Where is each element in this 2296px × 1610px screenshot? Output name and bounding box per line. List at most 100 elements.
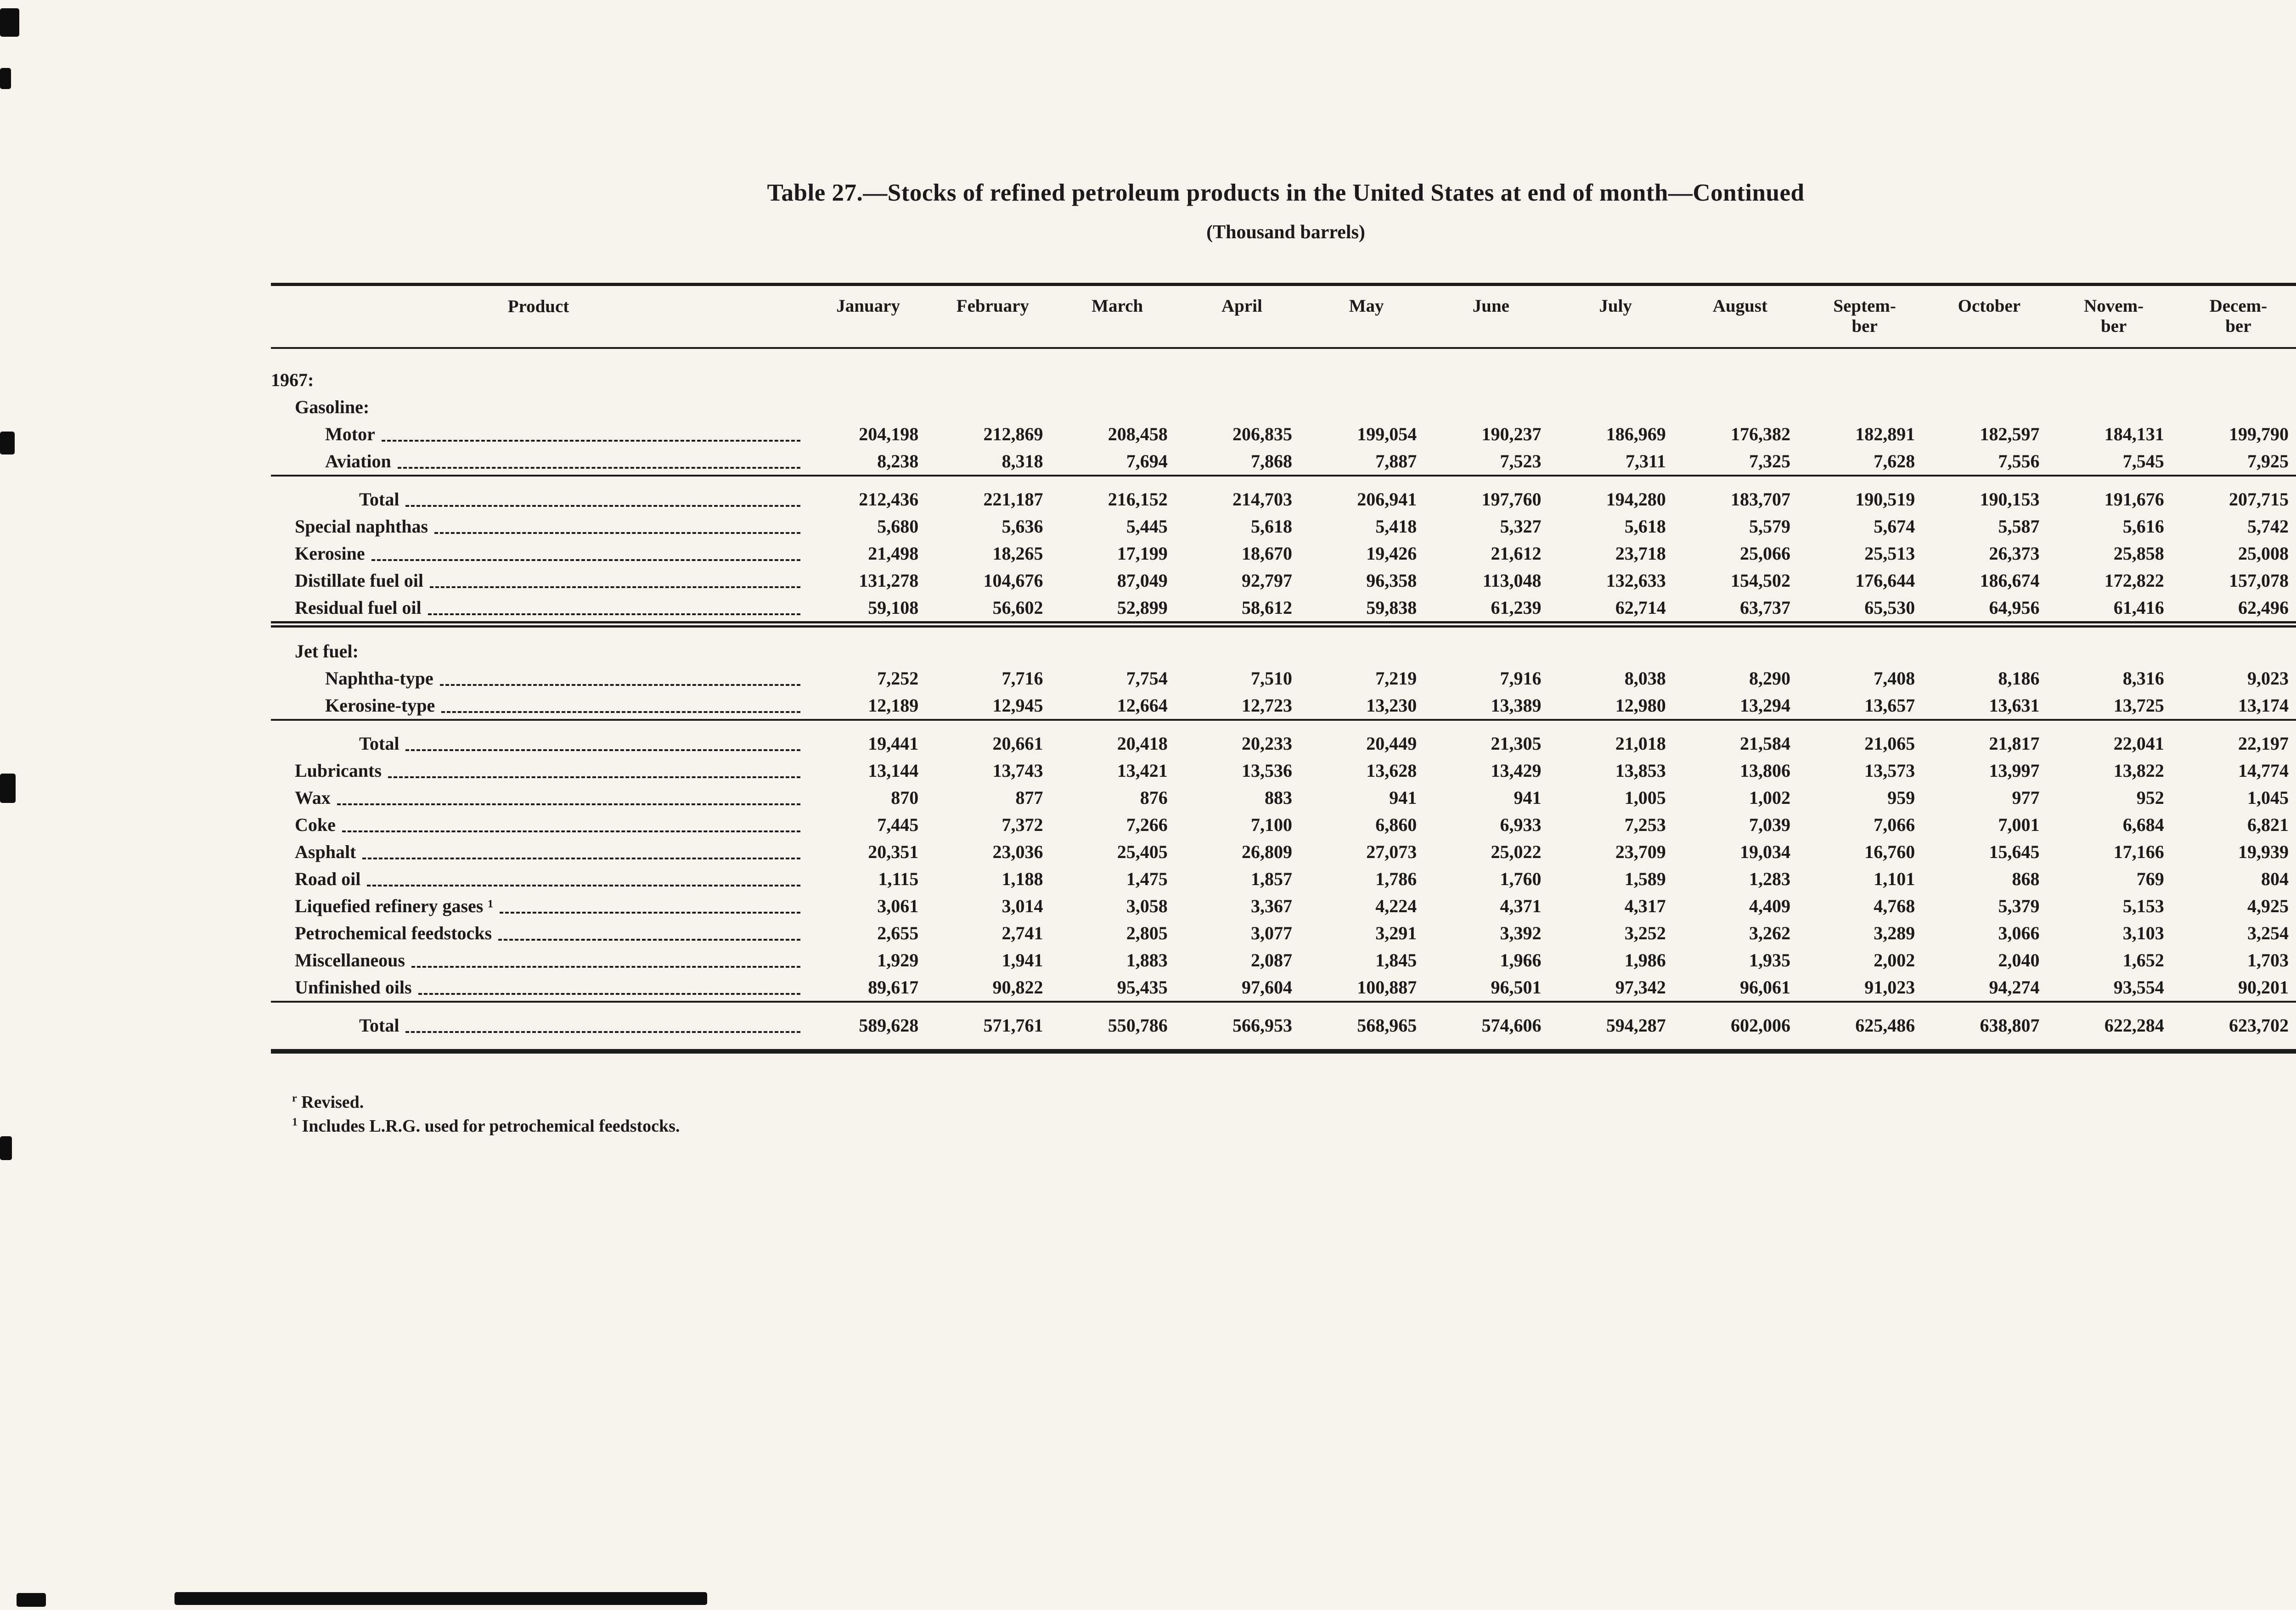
value-cell: 91,023 <box>1864 977 1915 998</box>
value-cell: 19,034 <box>1740 841 1790 863</box>
value-cell: 622,284 <box>2051 1001 2176 1054</box>
value-cell <box>806 621 931 665</box>
value-cell: 6,860 <box>1375 814 1417 836</box>
table-row: Road oil 1,115 1,188 1,475 1,857 1,786 1,760 1,… <box>271 865 2296 892</box>
value-cell: 23,709 <box>1615 841 1666 863</box>
product-cell: Kerosine <box>271 540 806 567</box>
value-cell: 5,742 <box>2247 516 2289 537</box>
value-cell: 1,760 <box>1500 869 1542 890</box>
value-cell: 176,644 <box>1855 570 1915 591</box>
value-cell: 25,858 <box>2113 543 2164 564</box>
month-column-header: April <box>1179 283 1304 349</box>
value-cell: 5,618 <box>1251 516 1292 537</box>
month-column-header: Septem- ber <box>1802 283 1927 349</box>
value-cell: 90,201 <box>2238 977 2289 998</box>
value-cell: 876 <box>1140 787 1168 808</box>
value-cell: 131,278 <box>859 570 919 591</box>
value-cell <box>2052 348 2176 393</box>
product-cell: Lubricants <box>271 757 806 784</box>
product-cell: Liquefied refinery gases ¹ <box>271 892 806 920</box>
value-cell <box>1677 621 1802 665</box>
footnote-text: Includes L.R.G. used for petrochemical f… <box>302 1116 680 1136</box>
value-cell: 13,294 <box>1740 695 1790 716</box>
value-cell: 5,674 <box>1874 516 1915 537</box>
value-cell: 3,014 <box>1002 896 1043 917</box>
value-cell: 12,945 <box>992 695 1043 716</box>
value-cell: 212,436 <box>806 475 931 513</box>
value-cell: 3,061 <box>877 896 919 917</box>
value-cell: 4,409 <box>1749 896 1790 917</box>
value-cell: 59,838 <box>1366 597 1417 618</box>
product-cell: Total <box>271 475 806 513</box>
value-cell: 5,418 <box>1375 516 1417 537</box>
value-cell: 27,073 <box>1366 841 1417 863</box>
product-column-header: Product <box>271 283 806 349</box>
value-cell: 13,536 <box>1242 760 1292 781</box>
value-cell: 90,822 <box>992 977 1043 998</box>
value-cell: 3,103 <box>2122 923 2164 944</box>
value-cell: 8,186 <box>1998 668 2040 689</box>
value-cell: 20,661 <box>930 719 1055 757</box>
dash-leader <box>441 711 800 713</box>
table-row: Asphalt 20,351 23,036 25,405 26,809 27,073 25,… <box>271 838 2296 865</box>
value-cell: 5,636 <box>1002 516 1043 537</box>
footnote-lrg: 1 Includes L.R.G. used for petrochemical… <box>292 1116 2296 1136</box>
value-cell <box>1429 621 1553 665</box>
value-cell: 20,449 <box>1304 719 1429 757</box>
product-cell: Naphtha-type <box>271 665 806 692</box>
value-cell: 61,239 <box>1491 597 1542 618</box>
value-cell: 214,703 <box>1179 475 1304 513</box>
value-cell: 199,790 <box>2229 424 2289 445</box>
value-cell: 959 <box>1887 787 1915 808</box>
table-row: Miscellaneous 1,929 1,941 1,883 2,087 1,845 1,… <box>271 947 2296 974</box>
product-label: Wax <box>295 787 331 808</box>
product-label: Gasoline: <box>295 397 370 418</box>
value-cell: 25,022 <box>1491 841 1542 863</box>
table-row: Coke 7,445 7,372 7,266 7,100 6,860 6,933 7,253 7… <box>271 811 2296 838</box>
value-cell: 64,956 <box>1989 597 2040 618</box>
value-cell: 941 <box>1514 787 1542 808</box>
product-cell: Asphalt <box>271 838 806 865</box>
value-cell: 7,445 <box>877 814 919 836</box>
value-cell: 2,741 <box>1002 923 1043 944</box>
table-row: Special naphthas 5,680 5,636 5,445 5,618 5,41… <box>271 513 2296 540</box>
value-cell <box>1553 621 1678 665</box>
value-cell: 22,197 <box>2176 719 2296 757</box>
month-column-header: Decem- ber <box>2176 283 2296 349</box>
footnote-revised: r Revised. <box>292 1092 2296 1112</box>
product-cell: Unfinished oils <box>271 974 806 1002</box>
value-cell: 104,676 <box>983 570 1043 591</box>
dash-leader <box>500 912 800 914</box>
value-cell: 216,152 <box>1055 475 1180 513</box>
value-cell: 5,618 <box>1624 516 1666 537</box>
value-cell: 132,633 <box>1606 570 1666 591</box>
table-row: Kerosine 21,498 18,265 17,199 18,670 19,426 21… <box>271 540 2296 567</box>
value-cell: 1,589 <box>1624 869 1666 890</box>
product-cell: Kerosine-type <box>271 692 806 720</box>
value-cell: 1,475 <box>1126 869 1168 890</box>
value-cell: 199,054 <box>1357 424 1417 445</box>
value-cell <box>1180 348 1304 393</box>
value-cell: 21,305 <box>1429 719 1553 757</box>
value-cell: 18,265 <box>992 543 1043 564</box>
dash-leader <box>367 885 800 887</box>
value-cell <box>806 348 930 393</box>
value-cell: 3,066 <box>1998 923 2040 944</box>
product-label: Coke <box>295 814 336 836</box>
value-cell: 8,238 <box>877 451 919 472</box>
product-label: Special naphthas <box>295 516 428 537</box>
product-label: Asphalt <box>295 841 356 863</box>
value-cell: 594,287 <box>1553 1001 1678 1054</box>
value-cell: 1,283 <box>1749 869 1790 890</box>
value-cell: 61,416 <box>2113 597 2164 618</box>
value-cell: 23,718 <box>1615 543 1666 564</box>
month-column-header: March <box>1055 283 1180 349</box>
value-cell <box>1927 348 2051 393</box>
value-cell: 7,039 <box>1749 814 1790 836</box>
dash-leader <box>498 939 800 941</box>
value-cell: 5,327 <box>1500 516 1542 537</box>
value-cell: 62,496 <box>2238 597 2289 618</box>
value-cell: 8,316 <box>2122 668 2164 689</box>
value-cell: 1,935 <box>1749 950 1790 971</box>
value-cell: 5,579 <box>1749 516 1790 537</box>
